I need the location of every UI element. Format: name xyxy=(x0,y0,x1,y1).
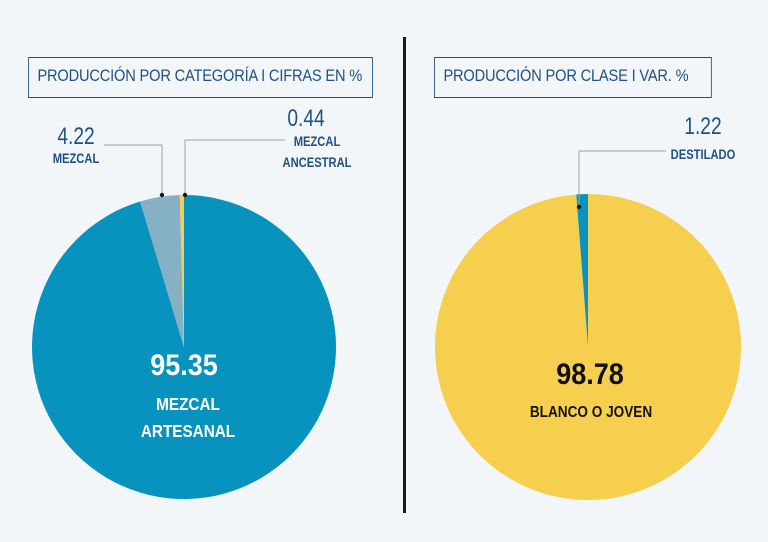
slice-label-0-2-1: ANCESTRAL xyxy=(283,155,352,170)
chart-title-class: PRODUCCIÓN POR CLASE I VAR. % xyxy=(434,57,712,98)
slice-label-1-0-0: BLANCO O JOVEN xyxy=(530,404,652,421)
leader-dot-1-1 xyxy=(576,204,582,210)
slice-value-0-1: 4.22 xyxy=(57,122,94,150)
leader-line-1-1 xyxy=(578,150,666,207)
slice-value-1-0: 98.78 xyxy=(556,358,624,392)
slice-value-0-0: 95.35 xyxy=(150,349,218,383)
slice-label-0-0-0: MEZCAL xyxy=(156,394,220,414)
leader-dot-0-2 xyxy=(182,192,188,198)
slice-label-1-1-0: DESTILADO xyxy=(671,147,736,162)
center-divider xyxy=(403,37,406,513)
slice-value-0-2: 0.44 xyxy=(287,104,324,132)
pie-slice-0-1 xyxy=(140,195,184,347)
slice-label-0-1-0: MEZCAL xyxy=(53,151,100,166)
chart-title-category: PRODUCCIÓN POR CATEGORÍA I CIFRAS EN % xyxy=(28,57,373,98)
leader-dot-0-1 xyxy=(159,192,165,198)
pie-slice-0-0 xyxy=(31,195,336,499)
slice-value-1-1: 1.22 xyxy=(684,112,721,140)
slice-label-0-0-1: ARTESANAL xyxy=(141,421,235,441)
pie-slice-1-1 xyxy=(576,194,588,347)
pie-slice-1-0 xyxy=(434,194,741,500)
slice-label-0-2-0: MEZCAL xyxy=(294,134,341,149)
leader-line-0-1 xyxy=(104,144,163,195)
pie-slice-0-2 xyxy=(179,195,184,347)
leader-line-0-2 xyxy=(184,139,285,195)
